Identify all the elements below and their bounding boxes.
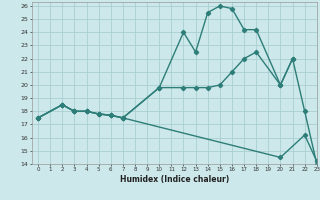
X-axis label: Humidex (Indice chaleur): Humidex (Indice chaleur) [120,175,229,184]
